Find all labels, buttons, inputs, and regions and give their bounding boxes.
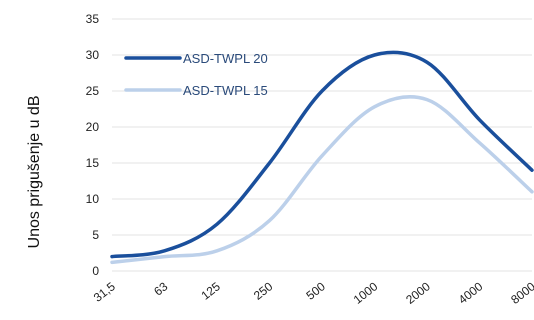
y-axis-ticks: 0 5 10 15 20 25 30 35 [86, 12, 100, 278]
y-tick-label: 20 [86, 120, 100, 134]
y-tick-label: 35 [86, 12, 100, 26]
y-tick-label: 10 [86, 192, 100, 206]
y-tick-label: 0 [92, 264, 99, 278]
y-tick-label: 25 [86, 84, 100, 98]
x-tick-label: 250 [251, 279, 276, 303]
series-line [110, 50, 534, 259]
x-tick-label: 63 [151, 279, 170, 298]
x-tick-label: 31,5 [91, 279, 118, 305]
series-line [110, 95, 534, 265]
x-tick-label: 8000 [508, 279, 534, 307]
x-axis-ticks: 31,5 63 125 250 500 1000 2000 4000 8000 [91, 279, 534, 307]
x-tick-label: 500 [303, 279, 328, 303]
y-tick-label: 5 [92, 228, 99, 242]
x-tick-label: 125 [198, 279, 223, 303]
legend-label: ASD-TWPL 20 [183, 51, 268, 66]
y-tick-label: 30 [86, 48, 100, 62]
x-tick-label: 2000 [403, 279, 433, 307]
x-tick-label: 4000 [456, 279, 486, 307]
series-lines [110, 50, 534, 265]
y-tick-label: 15 [86, 156, 100, 170]
y-axis-label: Unos prigušenje u dB [26, 96, 43, 249]
x-tick-label: 1000 [351, 279, 381, 307]
legend-label: ASD-TWPL 15 [183, 83, 268, 98]
legend: ASD-TWPL 20 ASD-TWPL 15 [124, 51, 268, 98]
